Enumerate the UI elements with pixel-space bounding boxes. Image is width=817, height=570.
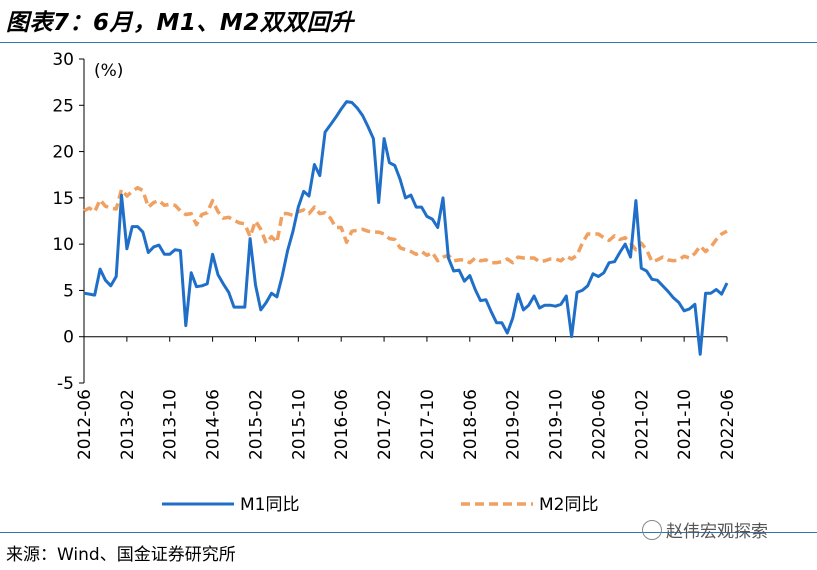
series-line-m1: [83, 100, 729, 356]
watermark: 赵伟宏观探索: [642, 517, 768, 542]
source-note: 来源：Wind、国金证券研究所: [6, 545, 236, 565]
x-tick-label: 2013-02: [118, 389, 138, 460]
unit-label: (%): [94, 61, 123, 81]
series-line-m2: [83, 185, 728, 265]
x-tick-label: 2019-10: [547, 389, 567, 460]
x-tick-label: 2020-06: [589, 389, 609, 460]
x-tick-label: 2013-10: [161, 389, 181, 460]
x-axis: 2012-06 2013-02 2013-10 2014-06 2015-02 2015-…: [75, 336, 738, 460]
x-tick-label: 2022-06: [718, 389, 738, 460]
x-tick-label: 2015-02: [246, 389, 266, 460]
series-layer: [83, 100, 729, 356]
y-tick-label: 25: [52, 96, 74, 116]
y-tick-label: 15: [52, 189, 74, 209]
title-rule: [0, 42, 817, 43]
y-tick-label: 5: [63, 281, 74, 301]
x-tick-label: 2018-06: [461, 389, 481, 460]
bottom-rule: [0, 532, 817, 533]
y-axis: -5 0 5 10 15 20 25 30: [52, 50, 85, 394]
y-tick-label: 20: [52, 143, 74, 163]
legend: M1同比 M2同比: [162, 495, 598, 515]
x-tick-label: 2015-10: [289, 389, 309, 460]
wechat-icon: [642, 520, 662, 540]
x-tick-label: 2012-06: [75, 389, 95, 460]
legend-label-m2: M2同比: [539, 495, 598, 515]
x-tick-label: 2017-10: [418, 389, 438, 460]
y-tick-label: 10: [52, 235, 74, 255]
y-tick-label: 30: [52, 50, 74, 70]
x-tick-label: 2021-10: [675, 389, 695, 460]
x-tick-label: 2016-06: [332, 389, 352, 460]
watermark-text: 赵伟宏观探索: [666, 522, 768, 542]
y-tick-label: -5: [57, 374, 74, 394]
y-tick-label: 0: [63, 328, 74, 348]
x-tick-label: 2014-06: [204, 389, 224, 460]
chart: (%) -5 0 5 10 15 20 25 30 2012-06 2013-02 2013-10…: [52, 50, 738, 515]
x-tick-label: 2019-02: [504, 389, 524, 460]
figure-title: 图表7：6月，M1、M2双双回升: [6, 10, 354, 36]
x-tick-label: 2021-02: [632, 389, 652, 460]
x-tick-label: 2017-02: [375, 389, 395, 460]
legend-label-m1: M1同比: [240, 495, 299, 515]
